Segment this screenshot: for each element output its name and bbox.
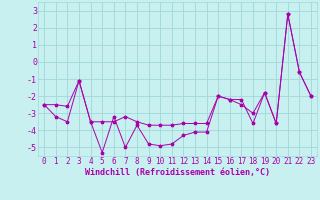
X-axis label: Windchill (Refroidissement éolien,°C): Windchill (Refroidissement éolien,°C): [85, 168, 270, 177]
